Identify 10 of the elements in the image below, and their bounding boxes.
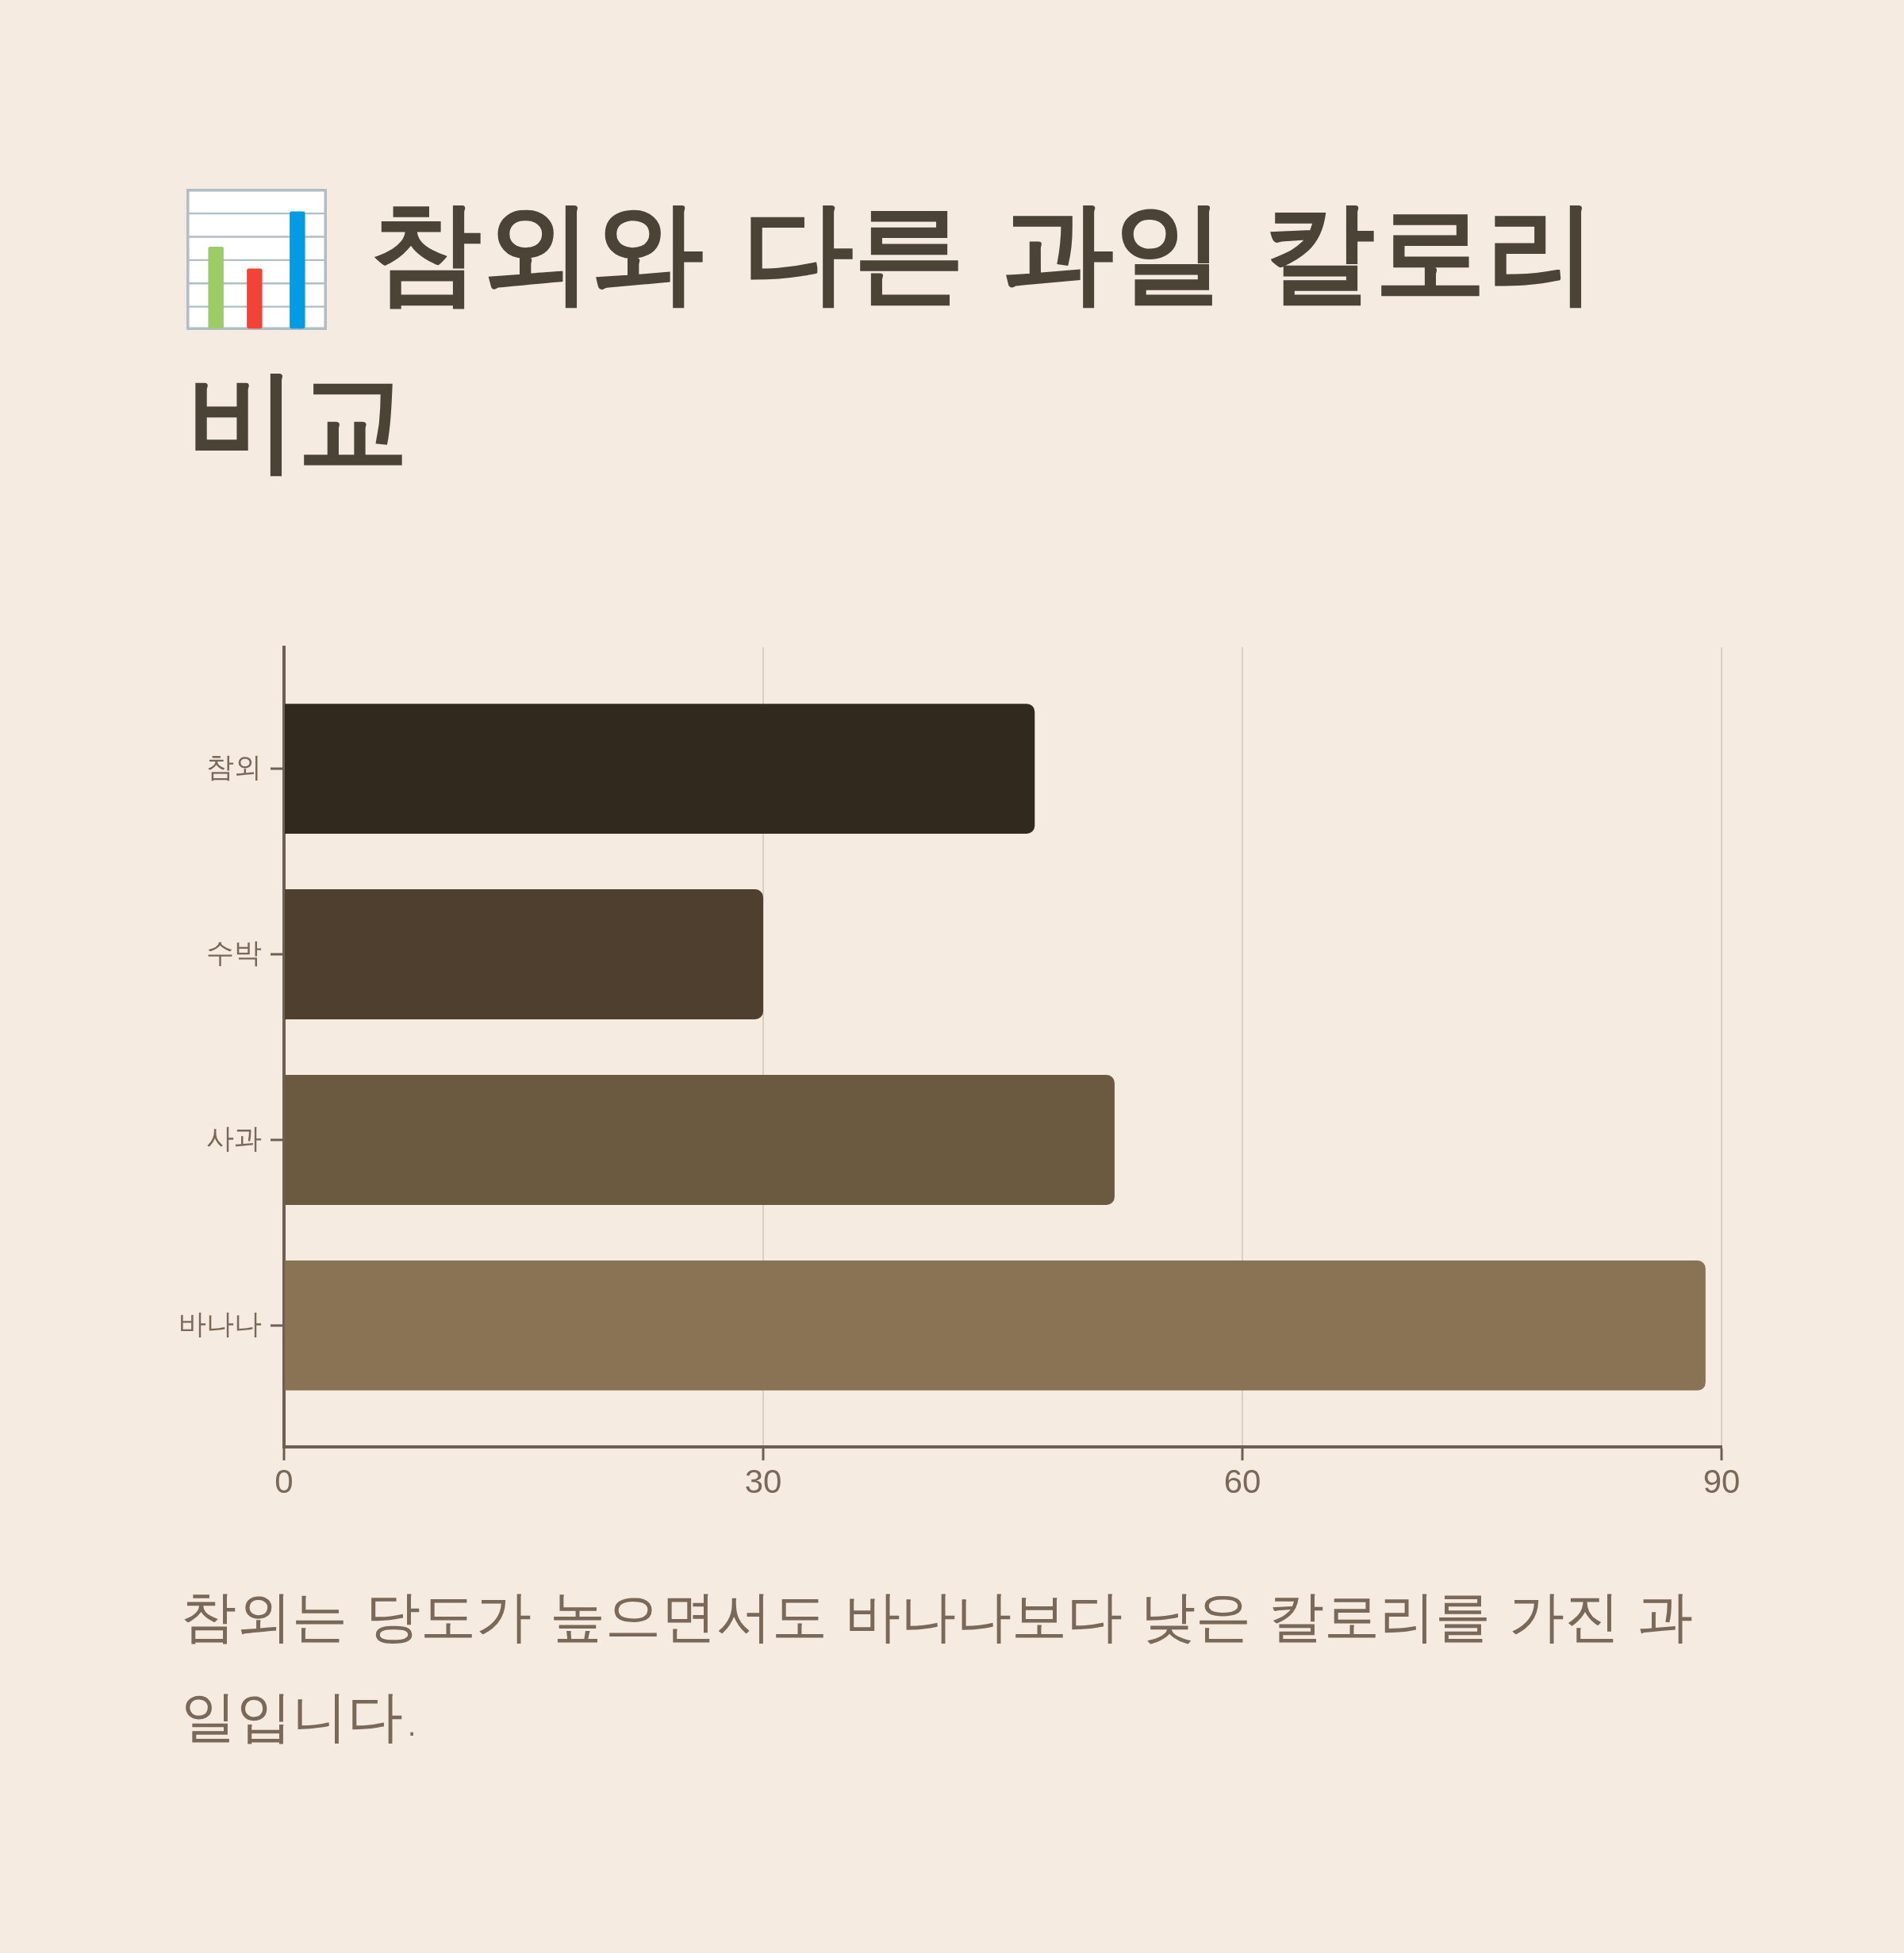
text: 참외는 당도가 높으면서도 바나나보다 낮은 칼로리를 가진 과일입니다. — [181, 1583, 1694, 1751]
y-tick-label: 바나나 — [178, 1307, 262, 1339]
x-tick-label: 0 — [274, 1462, 294, 1500]
y-tick-label: 참외 — [206, 750, 262, 782]
x-tick-label: 30 — [744, 1462, 782, 1500]
chart-title: 참외와 다른 과일 칼로리 비교 — [186, 187, 1598, 485]
y-tick-label: 수박 — [206, 936, 262, 968]
x-tick-label: 60 — [1223, 1462, 1261, 1500]
y-tick-label: 사과 — [206, 1122, 262, 1153]
x-tick-label: 90 — [1702, 1462, 1741, 1500]
